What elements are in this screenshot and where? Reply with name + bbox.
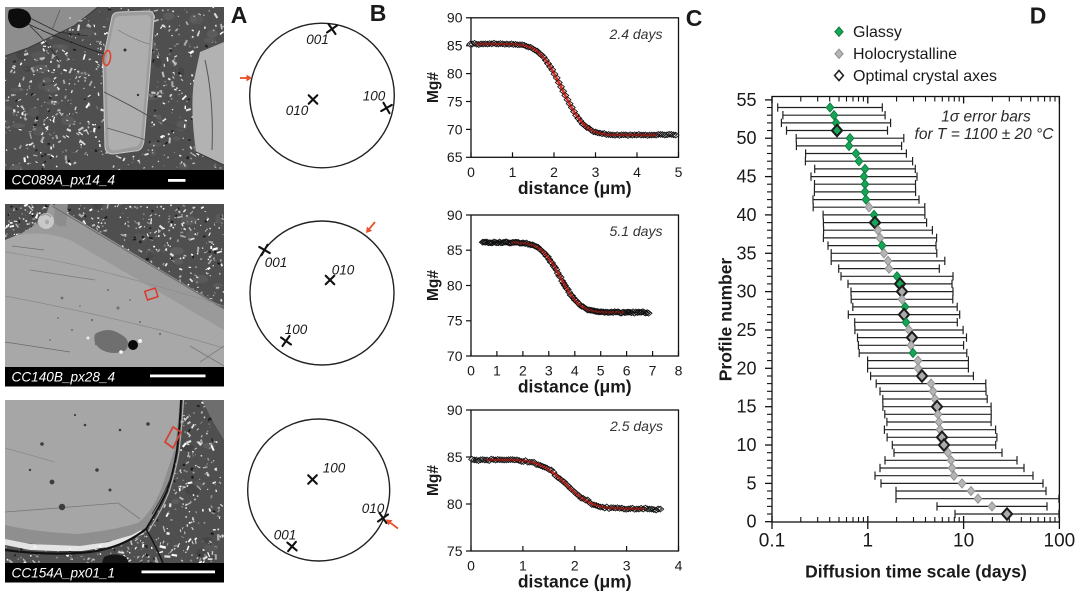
svg-text:CC154A_px01_1: CC154A_px01_1 [12,566,116,581]
svg-text:010: 010 [286,103,309,118]
svg-text:15: 15 [736,397,756,417]
svg-text:40: 40 [736,205,756,225]
svg-text:90: 90 [447,402,463,418]
svg-text:3: 3 [592,164,600,180]
svg-text:75: 75 [447,543,463,559]
svg-text:5: 5 [746,473,756,493]
svg-text:for T = 1100 ± 20 °C: for T = 1100 ± 20 °C [915,126,1055,143]
svg-text:Glassy: Glassy [853,24,902,41]
svg-text:5: 5 [597,363,605,379]
svg-text:B: B [370,0,387,26]
svg-text:85: 85 [447,242,463,258]
svg-text:20: 20 [736,358,756,378]
svg-text:10: 10 [736,435,756,455]
svg-text:75: 75 [447,93,463,109]
svg-text:4: 4 [633,164,641,180]
svg-text:90: 90 [447,207,463,223]
svg-text:55: 55 [736,90,756,110]
svg-text:80: 80 [447,66,463,82]
svg-text:100: 100 [323,461,346,476]
svg-text:100: 100 [285,322,308,337]
svg-text:distance (μm): distance (μm) [518,377,632,397]
svg-text:0.1: 0.1 [759,531,785,552]
svg-text:1σ error bars: 1σ error bars [941,109,1031,126]
svg-text:1: 1 [519,558,527,574]
svg-text:85: 85 [447,38,463,54]
svg-text:0: 0 [746,512,756,532]
svg-text:distance (μm): distance (μm) [518,178,632,198]
svg-text:35: 35 [736,243,756,263]
svg-text:Diffusion time scale (days): Diffusion time scale (days) [805,562,1027,582]
svg-text:80: 80 [447,496,463,512]
svg-text:30: 30 [736,282,756,302]
svg-text:85: 85 [447,449,463,465]
svg-text:1: 1 [863,531,874,552]
svg-text:Mg#: Mg# [425,270,442,301]
svg-text:1: 1 [509,164,517,180]
svg-text:5: 5 [675,164,683,180]
svg-text:5.1 days: 5.1 days [610,223,663,239]
svg-text:Holocrystalline: Holocrystalline [853,46,957,63]
svg-text:CC140B_px28_4: CC140B_px28_4 [12,370,116,385]
svg-text:D: D [1030,3,1047,29]
svg-text:Optimal crystal axes: Optimal crystal axes [853,68,997,85]
svg-text:10: 10 [953,531,974,552]
svg-text:6: 6 [623,363,631,379]
svg-text:4: 4 [571,363,579,379]
svg-text:0: 0 [467,164,475,180]
svg-text:3: 3 [545,363,553,379]
svg-text:100: 100 [1044,531,1076,552]
svg-text:4: 4 [675,558,683,574]
svg-text:C: C [686,5,703,31]
svg-text:80: 80 [447,277,463,293]
svg-text:25: 25 [736,320,756,340]
svg-text:1: 1 [493,363,501,379]
svg-text:A: A [231,2,248,28]
svg-text:010: 010 [332,263,355,278]
svg-text:CC089A_px14_4: CC089A_px14_4 [12,173,116,188]
svg-text:70: 70 [447,348,463,364]
svg-text:7: 7 [649,363,657,379]
svg-text:2.5 days: 2.5 days [609,418,663,434]
svg-text:75: 75 [447,313,463,329]
svg-text:2: 2 [571,558,579,574]
svg-text:2: 2 [550,164,558,180]
svg-text:45: 45 [736,167,756,187]
svg-text:100: 100 [363,89,386,104]
svg-text:Mg#: Mg# [425,72,442,103]
svg-text:3: 3 [623,558,631,574]
svg-text:Profile number: Profile number [716,258,736,382]
svg-text:65: 65 [447,149,463,165]
svg-text:2.4 days: 2.4 days [609,26,663,42]
svg-text:010: 010 [362,501,385,516]
svg-text:0: 0 [467,558,475,574]
svg-text:Mg#: Mg# [425,465,442,496]
svg-text:distance (μm): distance (μm) [518,572,632,592]
svg-text:001: 001 [306,32,329,47]
svg-text:90: 90 [447,10,463,26]
svg-text:2: 2 [519,363,527,379]
svg-text:70: 70 [447,121,463,137]
svg-text:50: 50 [736,128,756,148]
svg-text:8: 8 [675,363,683,379]
svg-text:0: 0 [467,363,475,379]
svg-text:001: 001 [265,255,288,270]
svg-text:001: 001 [274,528,297,543]
